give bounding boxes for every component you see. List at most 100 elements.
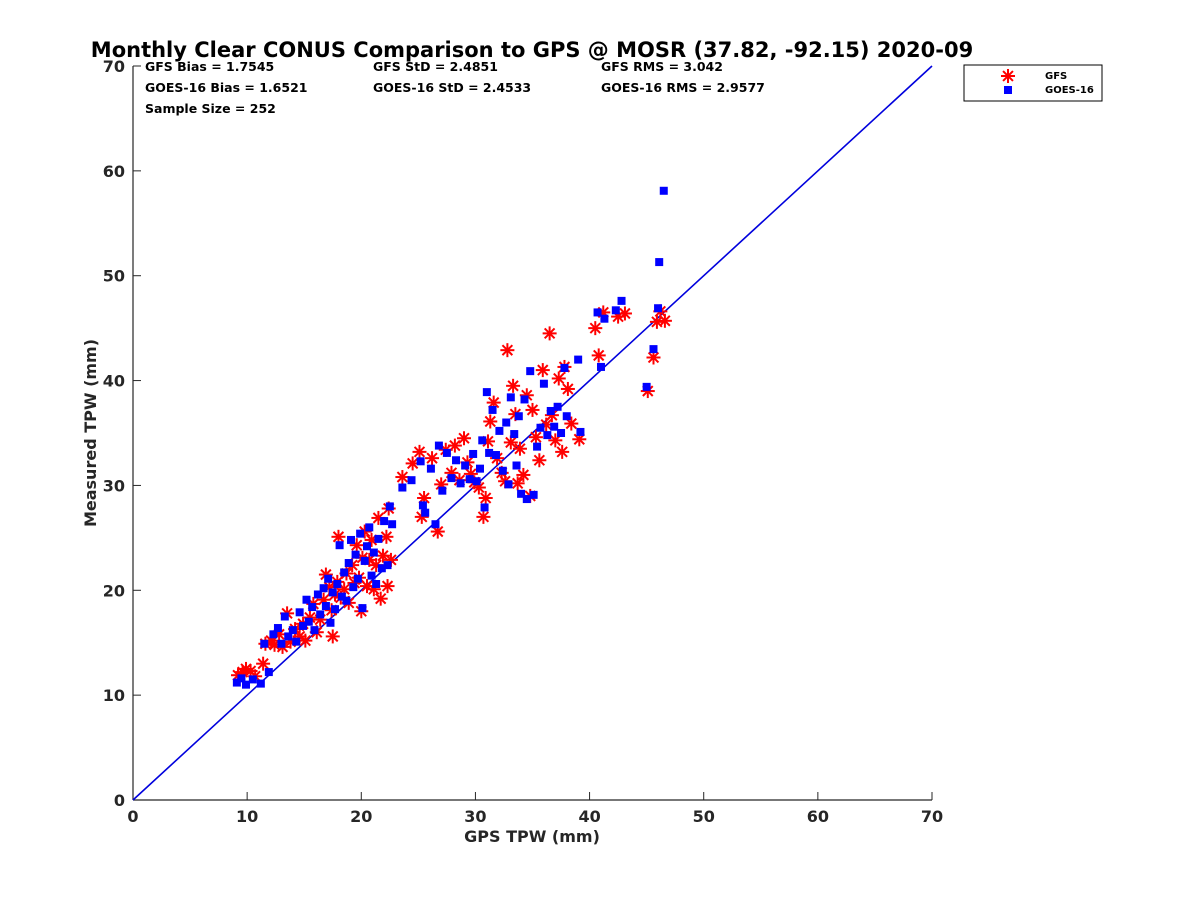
goes-point — [295, 608, 304, 617]
gfs-point — [525, 402, 540, 417]
gfs-point — [564, 416, 579, 431]
goes-point — [416, 457, 425, 466]
stat-gfs-rms: GFS RMS = 3.042 — [601, 59, 723, 74]
goes-point — [256, 679, 265, 688]
chart-title: Monthly Clear CONUS Comparison to GPS @ … — [91, 38, 973, 62]
gfs-point — [395, 470, 410, 485]
gfs-point — [617, 306, 632, 321]
goes-point — [504, 480, 513, 489]
goes-point — [292, 637, 301, 646]
goes-point — [418, 501, 427, 510]
gfs-point — [476, 509, 491, 524]
goes-point — [273, 624, 282, 633]
goes-point — [517, 489, 526, 498]
goes-point — [407, 476, 416, 485]
gfs-point — [535, 363, 550, 378]
goes-point — [431, 520, 440, 529]
gfs-point — [380, 579, 395, 594]
x-tick-label: 20 — [350, 807, 372, 826]
gfs-point — [412, 444, 427, 459]
goes-point — [456, 479, 465, 488]
goes-point — [512, 461, 521, 470]
goes-point — [475, 464, 484, 473]
y-tick-label: 10 — [103, 686, 125, 705]
goes-point — [351, 550, 360, 559]
goes-point — [495, 426, 504, 435]
goes-point — [557, 429, 566, 437]
goes-point — [642, 382, 651, 391]
y-tick-label: 20 — [103, 581, 125, 600]
goes-point — [514, 412, 523, 421]
goes-point — [562, 412, 571, 421]
goes-point — [596, 362, 605, 371]
x-tick-label: 60 — [807, 807, 829, 826]
goes-point — [539, 379, 548, 388]
goes-point — [372, 579, 381, 588]
goes-point — [488, 405, 497, 414]
gfs-point — [349, 538, 364, 553]
goes-point — [482, 388, 491, 397]
y-tick-label: 30 — [103, 476, 125, 495]
y-tick-label: 50 — [103, 267, 125, 286]
gfs-point — [591, 348, 606, 363]
x-tick-label: 30 — [464, 807, 486, 826]
gfs-point — [298, 633, 313, 648]
goes-point — [498, 466, 507, 475]
goes-point — [438, 486, 447, 495]
goes-point — [611, 306, 620, 315]
goes-point — [299, 621, 308, 630]
goes-point — [506, 393, 515, 402]
goes-point — [331, 605, 340, 614]
goes-point — [237, 674, 246, 683]
stat-gfs-std: GFS StD = 2.4851 — [373, 59, 498, 74]
gfs-point — [325, 629, 340, 644]
goes-point — [385, 502, 394, 511]
gfs-point — [405, 456, 420, 471]
goes-point — [480, 503, 489, 512]
goes-point — [659, 186, 668, 195]
legend-goes-symbol — [1004, 86, 1012, 94]
goes-point — [600, 314, 609, 323]
goes-point — [269, 630, 278, 639]
goes-point — [337, 592, 346, 601]
goes-point — [434, 441, 443, 450]
gfs-point — [506, 378, 521, 393]
goes-point — [649, 345, 658, 354]
gfs-point — [528, 430, 543, 445]
goes-point — [374, 534, 383, 543]
goes-point — [260, 639, 269, 648]
goes-point — [353, 574, 362, 583]
goes-point — [520, 395, 529, 404]
y-tick-label: 40 — [103, 372, 125, 391]
gfs-point — [649, 314, 664, 329]
stat-goes-rms: GOES-16 RMS = 2.9577 — [601, 80, 765, 95]
goes-point — [617, 296, 626, 305]
goes-point — [328, 588, 337, 597]
goes-point — [362, 542, 371, 551]
goes-point — [546, 406, 555, 415]
goes-point — [335, 541, 344, 550]
y-tick-label: 60 — [103, 162, 125, 181]
goes-point — [655, 258, 664, 267]
goes-point — [340, 568, 349, 577]
series-layer — [231, 186, 672, 689]
goes-point — [369, 548, 378, 557]
gfs-point — [555, 444, 570, 459]
x-tick-label: 40 — [578, 807, 600, 826]
goes-point — [465, 475, 474, 484]
goes-point — [302, 595, 311, 604]
gfs-point — [486, 395, 501, 410]
goes-point — [356, 529, 365, 538]
axes: 0 10 20 30 40 50 60 70 0 10 20 30 40 50 60 70 — [103, 57, 943, 826]
goes-point — [242, 680, 251, 689]
goes-point — [319, 584, 328, 593]
gfs-point — [532, 453, 547, 468]
goes-point — [461, 461, 470, 470]
goes-point — [349, 583, 358, 592]
goes-point — [280, 612, 289, 621]
stat-goes-std: GOES-16 StD = 2.4533 — [373, 80, 531, 95]
goes-point — [576, 427, 585, 436]
goes-point — [321, 602, 330, 611]
gfs-point — [542, 326, 557, 341]
goes-point — [277, 639, 286, 648]
